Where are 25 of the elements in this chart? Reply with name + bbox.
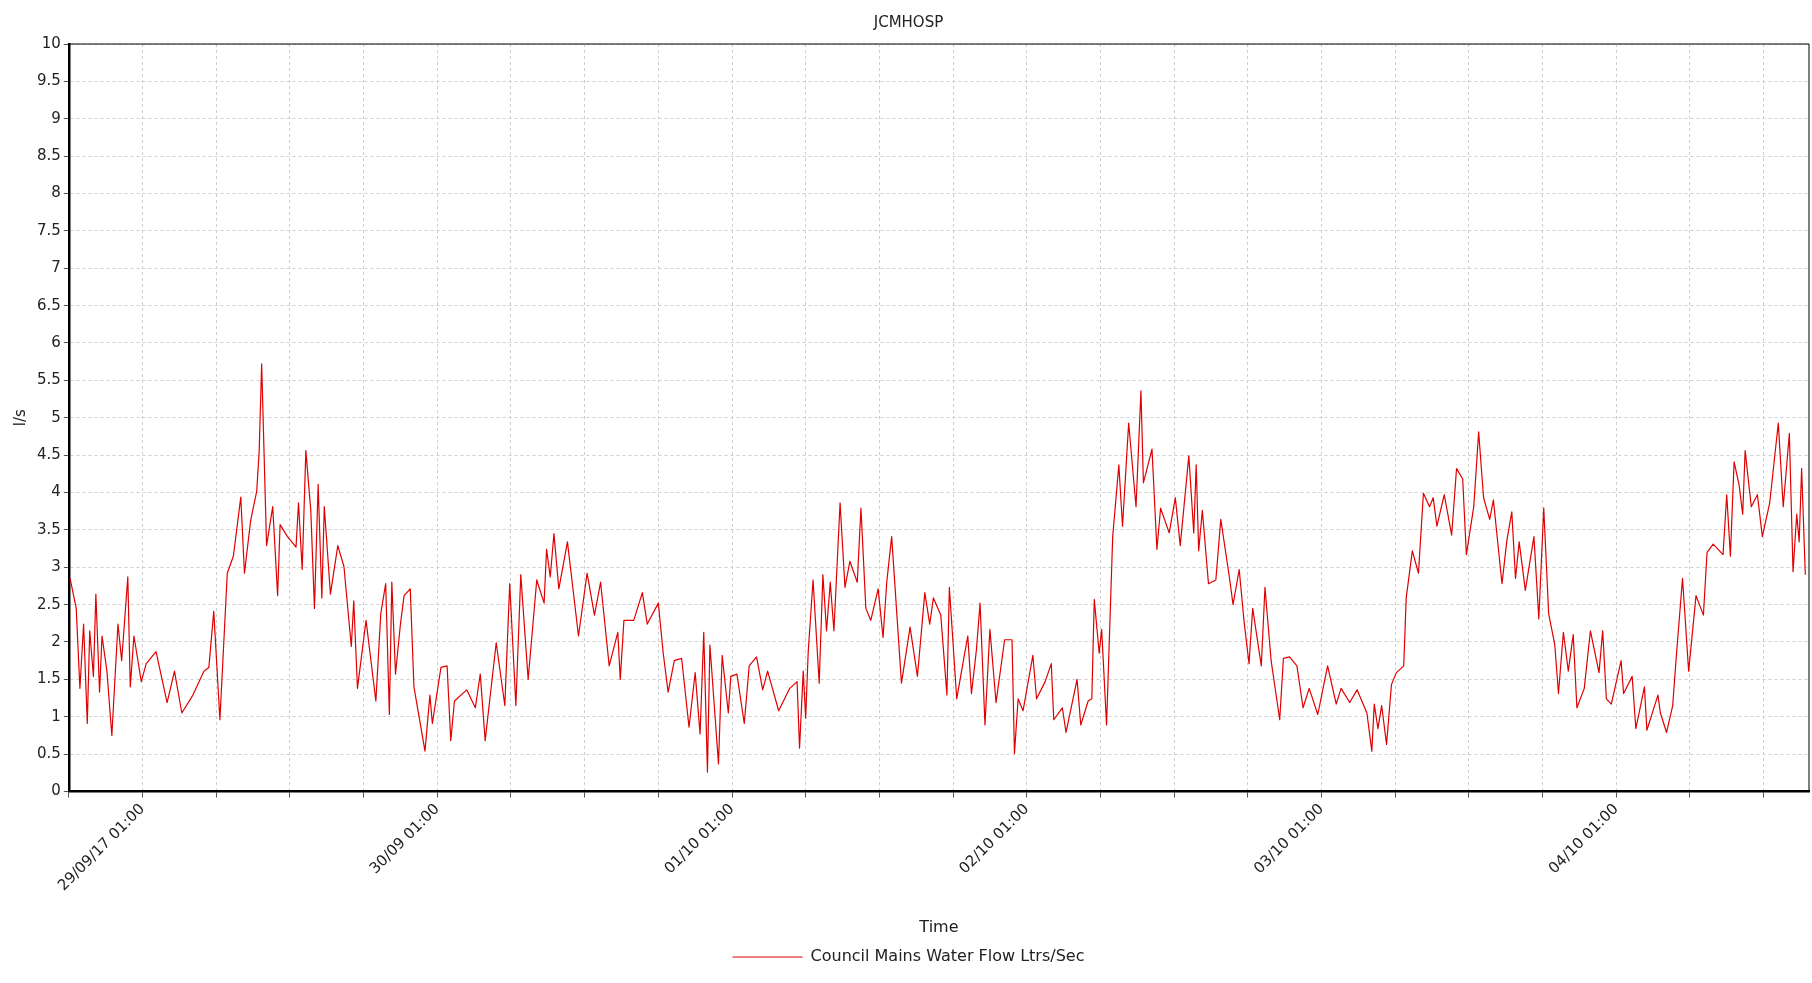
y-tick-label: 8.5: [37, 146, 61, 165]
y-tick-label: 8: [51, 183, 61, 202]
y-tick-label: 3: [51, 557, 61, 576]
y-tick-label: 4.5: [37, 445, 61, 464]
y-tick-label: 4: [51, 482, 61, 501]
y-tick-label: 2.5: [37, 594, 61, 613]
y-tick-label: 9: [51, 108, 61, 127]
y-tick-label: 3.5: [37, 519, 61, 538]
y-tick-label: 5.5: [37, 370, 61, 389]
y-tick-label: 2: [51, 631, 61, 650]
y-tick-label: 7: [51, 258, 61, 277]
chart-title: JCMHOSP: [872, 12, 944, 31]
x-axis-title: Time: [918, 916, 959, 936]
y-tick-label: 0: [51, 781, 61, 800]
y-tick-label: 5: [51, 407, 61, 426]
y-tick-label: 6.5: [37, 295, 61, 314]
y-tick-label: 7.5: [37, 220, 61, 239]
y-tick-label: 1: [51, 706, 61, 725]
legend-label: Council Mains Water Flow Ltrs/Sec: [810, 946, 1085, 966]
y-tick-label: 10: [41, 33, 61, 52]
y-tick-label: 6: [51, 332, 61, 351]
y-tick-label: 1.5: [37, 669, 61, 688]
y-tick-label: 9.5: [37, 71, 61, 90]
y-tick-label: 0.5: [37, 744, 61, 763]
y-axis-title: l/s: [10, 409, 29, 427]
